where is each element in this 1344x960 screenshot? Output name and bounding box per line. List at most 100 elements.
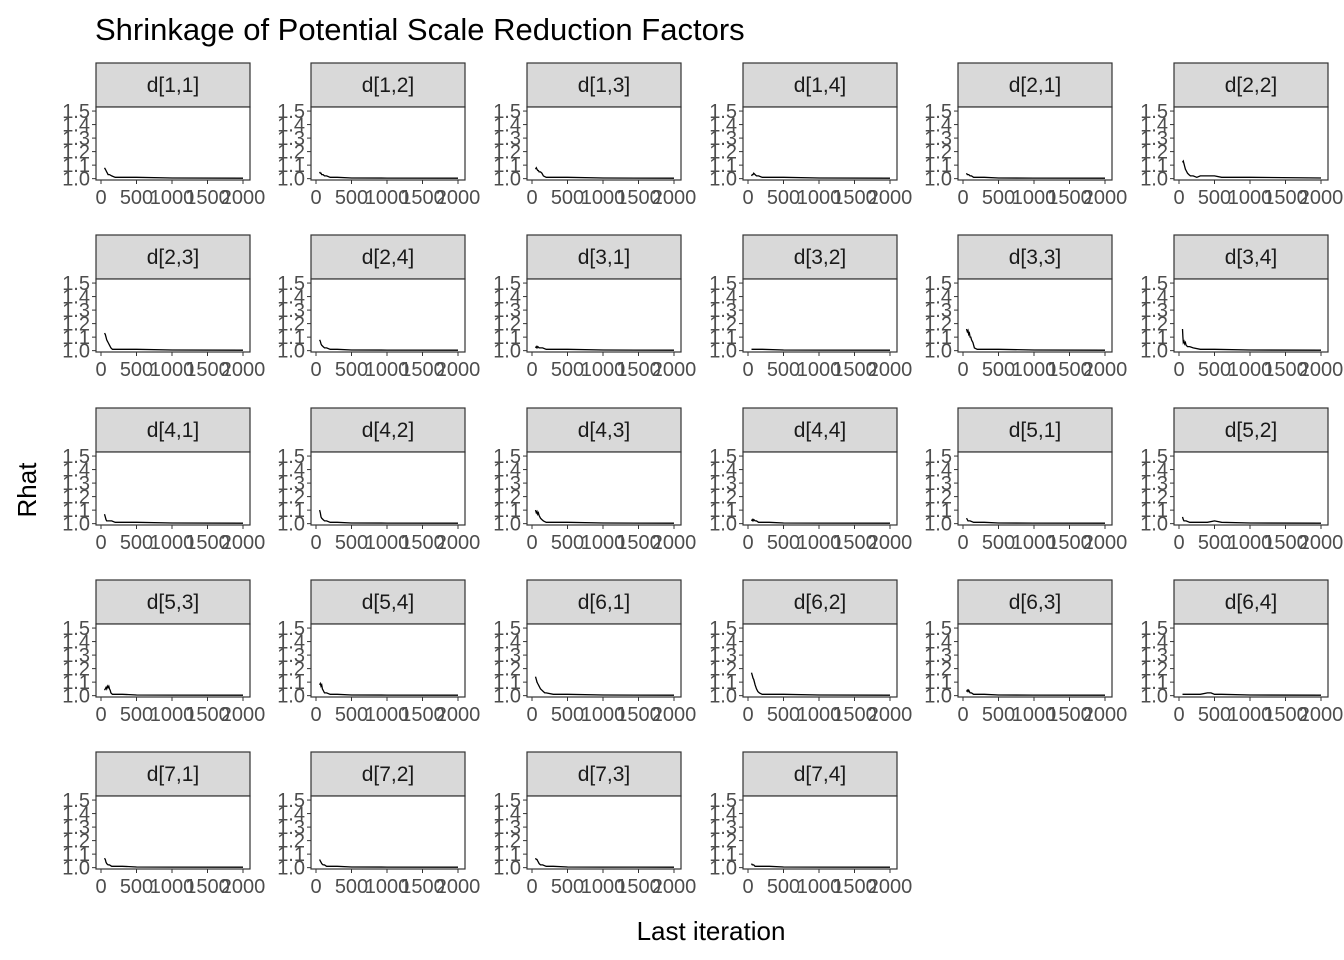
- y-tick-label: 1.4: [1140, 115, 1168, 137]
- facet-panels: d[1,1]1.01.11.21.31.41.50 500100015002000…: [62, 62, 1344, 898]
- y-tick-label: 1.1: [493, 844, 521, 866]
- x-tick-label: 0: [95, 704, 106, 726]
- x-tick-label: 1500: [1263, 359, 1308, 381]
- strip-label: d[2,4]: [362, 246, 415, 269]
- strip-label: d[7,1]: [147, 763, 200, 786]
- rhat-series-line: [965, 172, 1106, 179]
- x-tick-label: 1500: [400, 876, 445, 898]
- x-tick-label: 1500: [400, 187, 445, 209]
- y-tick-label: 1.0: [1140, 514, 1168, 536]
- y-tick-label: 1.0: [924, 686, 952, 708]
- strip-background: [742, 579, 898, 625]
- panel-frame: [95, 623, 251, 698]
- x-tick-label: 500: [335, 359, 368, 381]
- y-tick-label: 1.5: [924, 273, 952, 295]
- strip-label: d[1,1]: [147, 74, 200, 97]
- x-tick-label: 500: [120, 704, 153, 726]
- y-tick-label: 1.3: [62, 128, 90, 150]
- x-tick-label: 1000: [1012, 704, 1057, 726]
- strip-label: d[2,2]: [1225, 74, 1278, 97]
- y-tick-label: 1.3: [277, 128, 305, 150]
- x-tick-label: 1000: [797, 704, 842, 726]
- x-tick-label: 2000: [1299, 704, 1344, 726]
- x-tick-label: 1500: [1263, 532, 1308, 554]
- y-tick-label: 1.1: [493, 155, 521, 177]
- strip-label: d[4,3]: [578, 419, 631, 442]
- x-tick-label: 500: [335, 532, 368, 554]
- y-tick-label: 1.2: [709, 831, 737, 853]
- x-tick-label: 0: [310, 532, 321, 554]
- x-tick-label: 1000: [581, 876, 626, 898]
- strip-label: d[1,3]: [578, 74, 631, 97]
- x-tick-label: 1000: [150, 704, 195, 726]
- y-tick-label: 1.0: [924, 514, 952, 536]
- panel-frame: [1173, 623, 1329, 698]
- strip-background: [95, 579, 251, 625]
- x-tick-label: 1500: [185, 876, 230, 898]
- y-tick-label: 1.0: [277, 514, 305, 536]
- y-tick-label: 1.4: [924, 287, 952, 309]
- y-tick-label: 1.2: [493, 314, 521, 336]
- x-tick-label: 1500: [185, 532, 230, 554]
- y-tick-label: 1.1: [924, 327, 952, 349]
- x-tick-label: 500: [767, 187, 800, 209]
- x-tick-label: 500: [335, 876, 368, 898]
- rhat-series-line: [319, 339, 459, 351]
- x-tick-label: 1000: [150, 359, 195, 381]
- rhat-series-line: [751, 348, 891, 351]
- rhat-series-line: [103, 332, 244, 351]
- y-tick-label: 1.4: [493, 460, 521, 482]
- y-tick-label: 1.1: [709, 327, 737, 349]
- y-tick-label: 1.4: [924, 632, 952, 654]
- strip-label: d[3,2]: [794, 246, 847, 269]
- x-tick-label: 1000: [1012, 532, 1057, 554]
- x-tick-label: 500: [120, 876, 153, 898]
- y-tick-label: 1.3: [1140, 128, 1168, 150]
- panel-frame: [957, 623, 1113, 698]
- x-tick-label: 500: [335, 704, 368, 726]
- y-tick-label: 1.4: [277, 460, 305, 482]
- y-tick-label: 1.4: [1140, 460, 1168, 482]
- strip-label: d[6,3]: [1009, 591, 1062, 614]
- y-tick-label: 1.4: [709, 460, 737, 482]
- strip-background: [957, 234, 1113, 280]
- x-tick-label: 500: [982, 187, 1015, 209]
- x-tick-label: 1000: [365, 359, 410, 381]
- strip-label: d[5,1]: [1009, 419, 1062, 442]
- y-tick-label: 1.5: [62, 790, 90, 812]
- x-tick-label: 1500: [1047, 187, 1092, 209]
- y-tick-label: 1.0: [62, 169, 90, 191]
- y-tick-label: 1.5: [62, 273, 90, 295]
- y-tick-label: 1.3: [924, 300, 952, 322]
- y-tick-label: 1.4: [924, 115, 952, 137]
- strip-label: d[7,3]: [578, 763, 631, 786]
- y-tick-label: 1.3: [277, 300, 305, 322]
- y-tick-label: 1.5: [709, 273, 737, 295]
- y-tick-label: 1.0: [924, 169, 952, 191]
- x-tick-label: 0: [957, 704, 968, 726]
- y-tick-label: 1.2: [62, 314, 90, 336]
- panel-frame: [742, 623, 898, 698]
- rhat-series-line: [750, 672, 891, 696]
- x-tick-label: 2000: [868, 187, 913, 209]
- y-tick-label: 1.4: [493, 804, 521, 826]
- rhat-series-line: [965, 328, 1106, 351]
- x-tick-label: 1500: [400, 704, 445, 726]
- y-tick-label: 1.2: [1140, 314, 1168, 336]
- strip-background: [957, 62, 1113, 108]
- strip-background: [526, 579, 682, 625]
- strip-label: d[2,1]: [1009, 74, 1062, 97]
- y-tick-label: 1.1: [62, 844, 90, 866]
- x-tick-label: 500: [120, 359, 153, 381]
- y-tick-label: 1.3: [924, 473, 952, 495]
- strip-label: d[5,4]: [362, 591, 415, 614]
